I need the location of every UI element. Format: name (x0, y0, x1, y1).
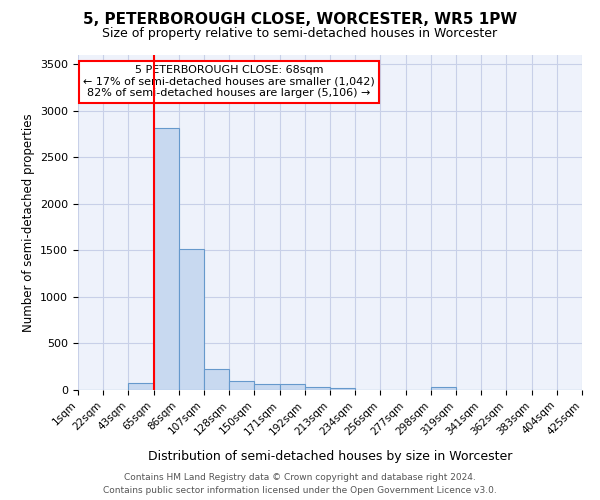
Bar (229, 380, 254, 390)
Bar (254, 384, 280, 390)
X-axis label: Distribution of semi-detached houses by size in Worcester: Distribution of semi-detached houses by … (148, 450, 512, 464)
Text: 5, PETERBOROUGH CLOSE, WORCESTER, WR5 1PW: 5, PETERBOROUGH CLOSE, WORCESTER, WR5 1P… (83, 12, 517, 28)
Bar (128, 382, 154, 390)
Text: Contains HM Land Registry data © Crown copyright and database right 2024.
Contai: Contains HM Land Registry data © Crown c… (103, 474, 497, 495)
Bar (305, 387, 330, 390)
Bar (280, 384, 305, 390)
Bar (204, 368, 229, 390)
Bar (330, 388, 355, 390)
Text: Size of property relative to semi-detached houses in Worcester: Size of property relative to semi-detach… (103, 28, 497, 40)
Text: 5 PETERBOROUGH CLOSE: 68sqm
← 17% of semi-detached houses are smaller (1,042)
82: 5 PETERBOROUGH CLOSE: 68sqm ← 17% of sem… (83, 65, 375, 98)
Y-axis label: Number of semi-detached properties: Number of semi-detached properties (22, 113, 35, 332)
Bar (154, 128, 179, 390)
Bar (179, 250, 204, 390)
Bar (431, 387, 456, 390)
